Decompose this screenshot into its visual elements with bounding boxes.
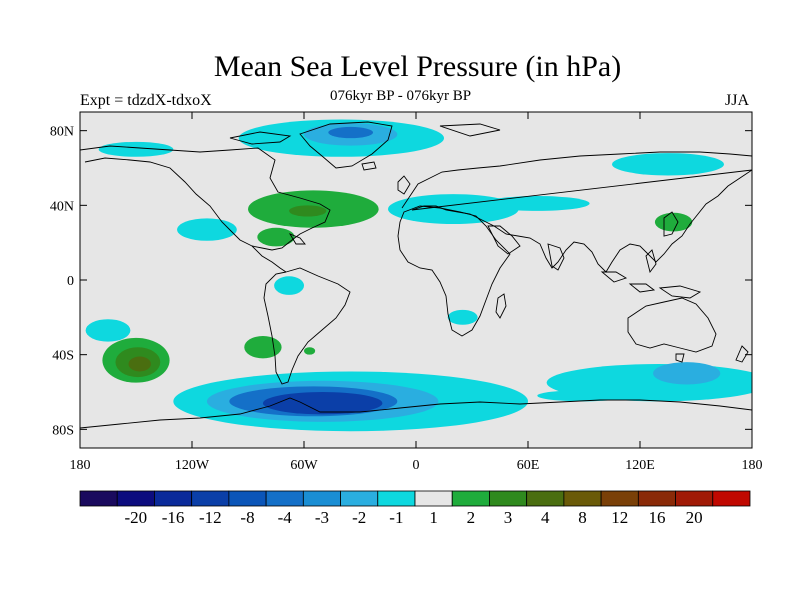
lon-tick-label: 60E [517, 458, 540, 473]
anomaly-contours [85, 119, 752, 432]
colorbar-swatch [637, 490, 676, 507]
colorbar-label: 4 [541, 508, 550, 527]
colorbar-label: 1 [429, 508, 438, 527]
colorbar-label: -1 [389, 508, 403, 527]
colorbar-swatch [414, 490, 453, 507]
colorbar-swatch [377, 490, 416, 507]
anomaly-region-20 [289, 205, 327, 217]
lat-tick-label: 40N [50, 199, 74, 214]
anomaly-region-4 [262, 392, 383, 415]
colorbar-swatch [526, 490, 565, 507]
colorbar-label: -2 [352, 508, 366, 527]
colorbar-swatch [265, 490, 304, 507]
colorbar-swatch [489, 490, 528, 507]
lat-tick-label: 80S [52, 423, 74, 438]
coastlines [80, 121, 752, 429]
anomaly-region-10 [328, 126, 374, 139]
colorbar-label: 2 [467, 508, 476, 527]
anomaly-region-25 [257, 227, 295, 247]
colorbar-label: -3 [315, 508, 329, 527]
colorbar-label: 12 [611, 508, 628, 527]
colorbar: -20 -16 -12 -8 -4 -3 -2 -1 1 2 3 4 8 12 16 20 [79, 490, 751, 527]
map-axes: 80N 40N 0 40S 80S 180 120W 60W 0 60E 120E 180 [50, 112, 763, 473]
chart-title: Mean Sea Level Pressure (in hPa) [213, 50, 622, 83]
colorbar-swatch [302, 490, 341, 507]
colorbar-swatch [154, 490, 193, 507]
colorbar-label: 3 [504, 508, 513, 527]
colorbar-swatch [79, 490, 118, 507]
lon-tick-label: 180 [70, 458, 91, 473]
lon-tick-label: 0 [413, 458, 420, 473]
colorbar-label: 16 [648, 508, 665, 527]
colorbar-label: -16 [162, 508, 185, 527]
colorbar-label: 20 [686, 508, 703, 527]
lat-tick-label: 80N [50, 125, 74, 140]
season-label: JJA [725, 92, 750, 109]
colorbar-swatch [191, 490, 230, 507]
anomaly-region-16 [85, 319, 131, 342]
lon-tick-label: 120E [625, 458, 655, 473]
experiment-label: Expt = tdzdX-tdxoX [80, 92, 212, 109]
lon-tick-label: 60W [290, 458, 318, 473]
colorbar-label: -8 [240, 508, 254, 527]
colorbar-label: -20 [124, 508, 147, 527]
lon-tick-label: 120W [175, 458, 210, 473]
period-label: 076kyr BP - 076kyr BP [330, 88, 472, 104]
anomaly-region-23 [128, 356, 151, 372]
lat-tick-label: 40S [52, 349, 74, 364]
colorbar-label: -12 [199, 508, 222, 527]
colorbar-swatch [563, 490, 602, 507]
anomaly-region-18 [447, 309, 478, 325]
anomaly-region-17 [274, 276, 305, 295]
anomaly-region-24 [244, 336, 282, 359]
colorbar-label: 8 [578, 508, 587, 527]
colorbar-label: -4 [278, 508, 293, 527]
lat-tick-label: 0 [67, 274, 74, 289]
lon-tick-label: 180 [742, 458, 763, 473]
anomaly-region-11 [98, 141, 174, 157]
colorbar-swatch [340, 490, 379, 507]
anomaly-region-15 [177, 218, 237, 241]
colorbar-swatch [116, 490, 155, 507]
anomaly-region-27 [304, 347, 316, 355]
colorbar-swatch [451, 490, 490, 507]
colorbar-swatch [712, 490, 751, 507]
anomaly-region-13 [485, 196, 590, 211]
anomaly-region-7 [537, 390, 631, 402]
anomaly-region-14 [612, 153, 724, 176]
colorbar-swatch [228, 490, 267, 507]
colorbar-swatch [675, 490, 714, 507]
anomaly-region-6 [653, 362, 721, 385]
colorbar-swatch [600, 490, 639, 507]
